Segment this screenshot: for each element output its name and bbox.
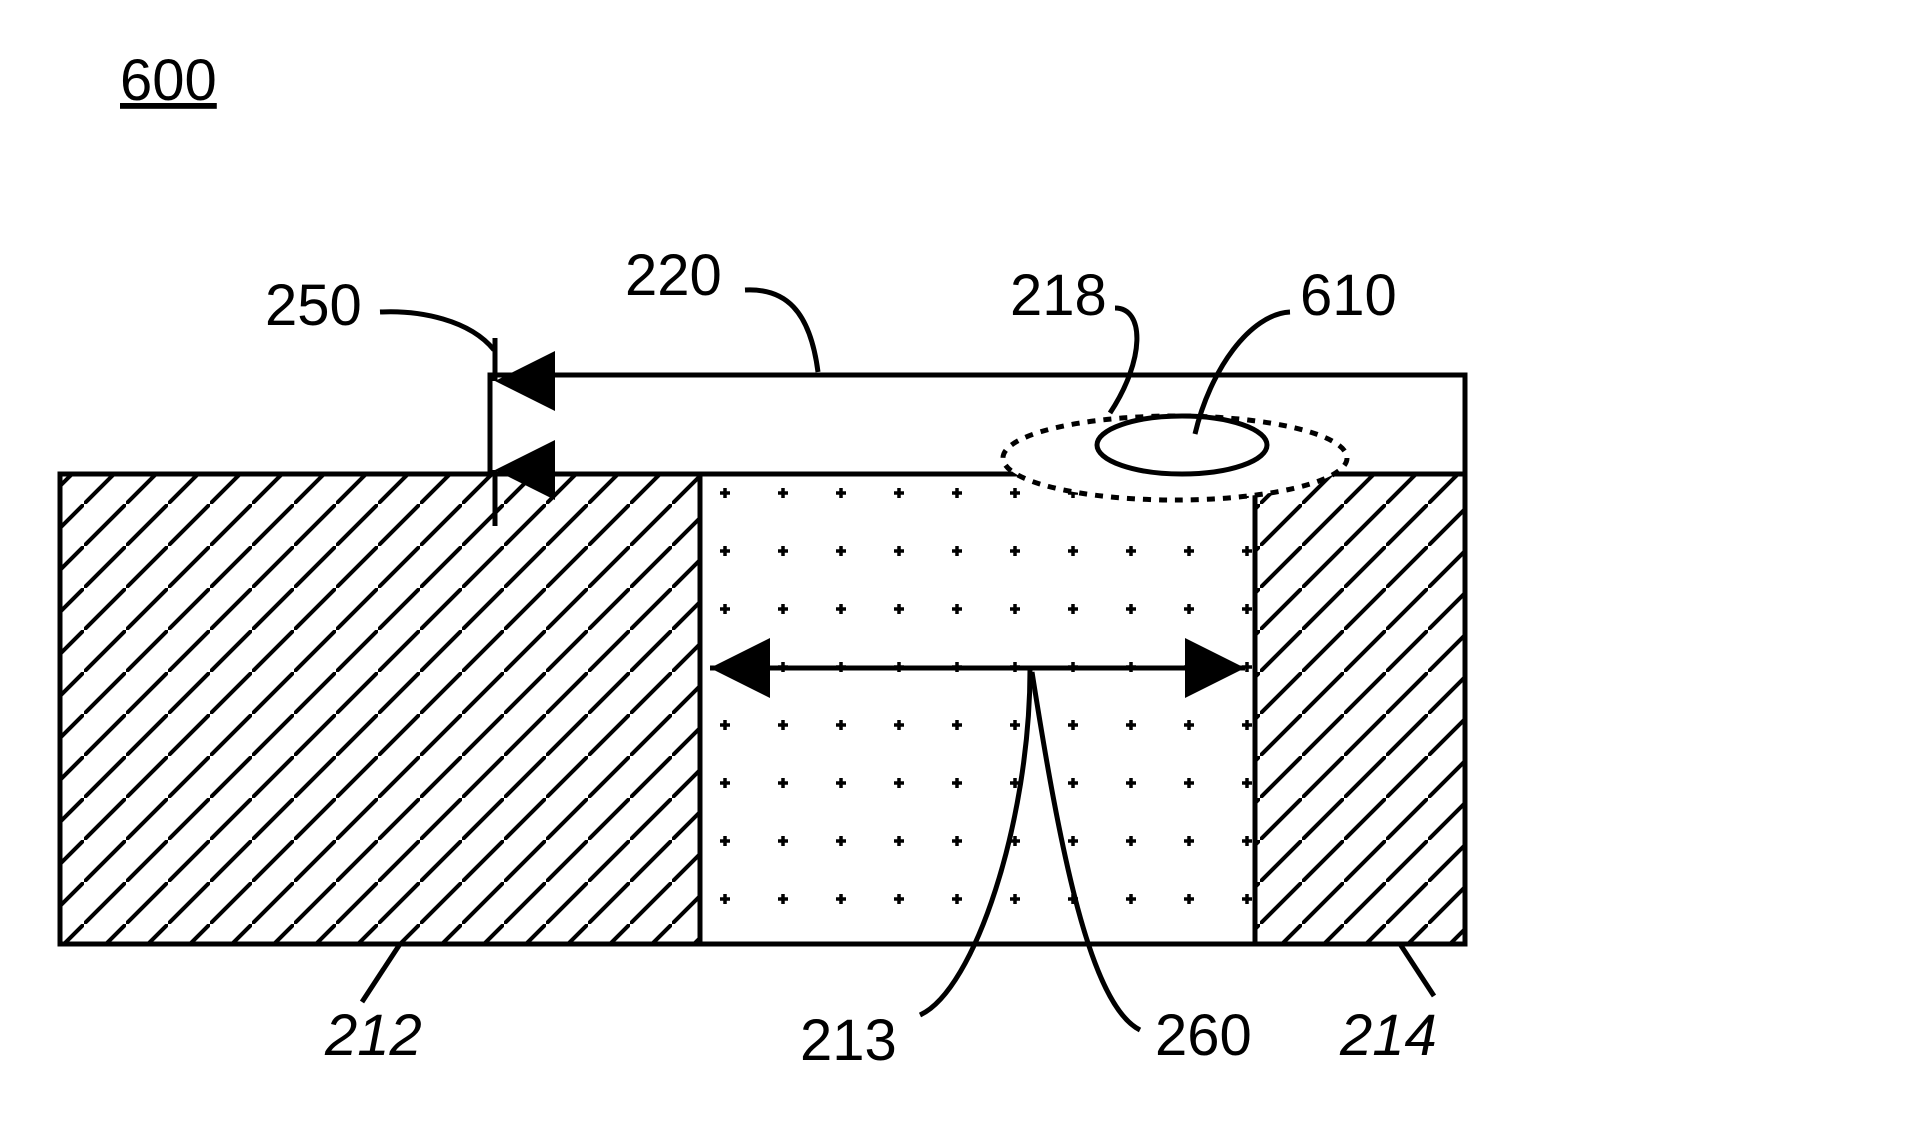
- feature-610: [1097, 416, 1267, 474]
- leader-r250: [380, 312, 494, 350]
- cross-section-drawing: 600 250 220 218 610 212 213 260 214: [60, 48, 1465, 1073]
- label-r213: 213: [800, 1008, 897, 1073]
- region-213: [700, 474, 1255, 944]
- label-r610: 610: [1300, 263, 1397, 328]
- label-fig_number: 600: [120, 48, 217, 113]
- label-r220: 220: [625, 243, 722, 308]
- label-r212: 212: [324, 1003, 422, 1068]
- region-212: [60, 474, 700, 944]
- leader-r220: [745, 290, 818, 372]
- label-r214: 214: [1339, 1003, 1437, 1068]
- leader-r214: [1400, 944, 1434, 996]
- leader-r212: [362, 944, 400, 1002]
- region-214: [1255, 474, 1465, 944]
- label-r218: 218: [1010, 263, 1107, 328]
- label-r250: 250: [265, 273, 362, 338]
- label-r260: 260: [1155, 1003, 1252, 1068]
- patent-figure: 600 250 220 218 610 212 213 260 214: [0, 0, 1913, 1143]
